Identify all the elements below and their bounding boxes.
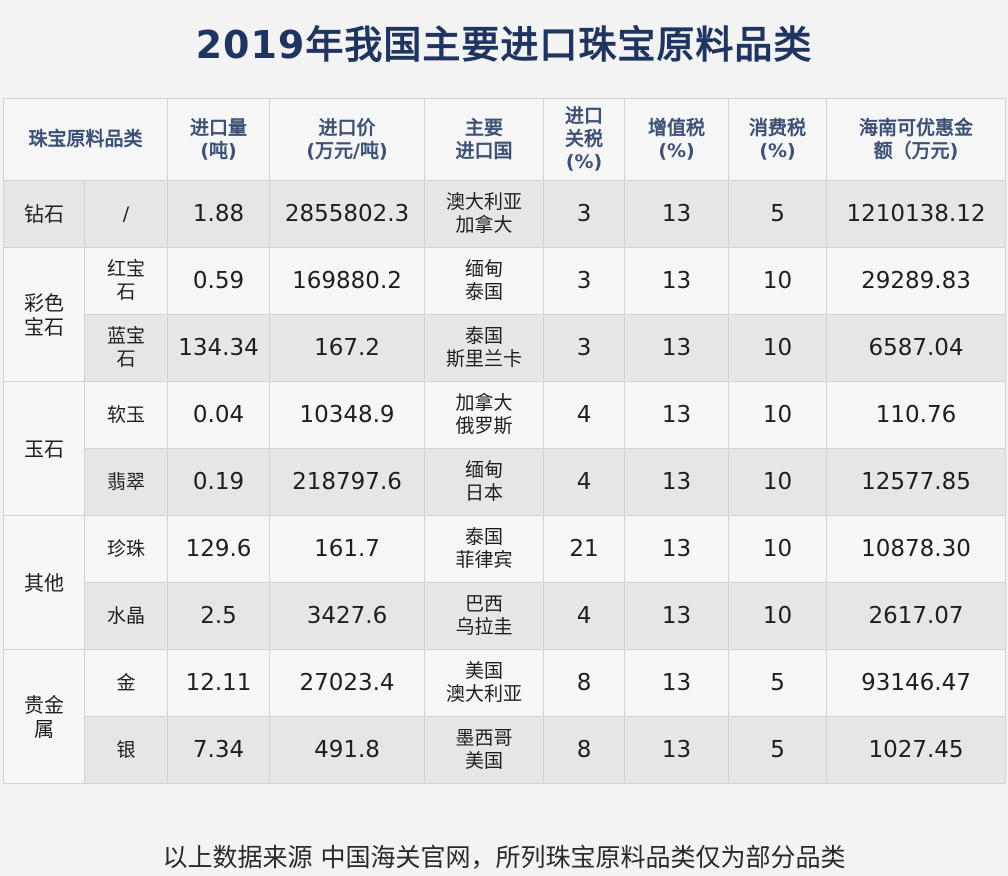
tariff-cell: 21 bbox=[543, 515, 626, 583]
item-cell: 翡翠 bbox=[83, 448, 169, 516]
table-row: 其他 珍珠 129.6 161.7 泰国 菲律宾 21 13 10 10878.… bbox=[3, 515, 1007, 650]
item-cell: 银 bbox=[83, 716, 169, 784]
countries-cell: 美国 澳大利亚 bbox=[424, 649, 545, 717]
consumption-tax-cell: 5 bbox=[728, 649, 828, 717]
hainan-discount-cell: 110.76 bbox=[826, 381, 1007, 449]
header-volume: 进口量 (吨) bbox=[167, 98, 271, 181]
price-cell: 491.8 bbox=[269, 716, 426, 784]
price-cell: 167.2 bbox=[269, 314, 426, 382]
table-row: 钻石 / 1.88 2855802.3 澳大利亚 加拿大 3 13 5 1210… bbox=[3, 180, 1007, 248]
vat-cell: 13 bbox=[624, 649, 730, 717]
countries-cell: 缅甸 泰国 bbox=[424, 247, 545, 315]
category-cell: 玉石 bbox=[3, 381, 85, 516]
vat-cell: 13 bbox=[624, 448, 730, 516]
hainan-discount-cell: 1210138.12 bbox=[826, 180, 1007, 248]
tariff-cell: 3 bbox=[543, 247, 626, 315]
header-price: 进口价 (万元/吨) bbox=[269, 98, 426, 181]
price-cell: 218797.6 bbox=[269, 448, 426, 516]
countries-cell: 泰国 菲律宾 bbox=[424, 515, 545, 583]
item-cell: 软玉 bbox=[83, 381, 169, 449]
table-row: 银 7.34 491.8 墨西哥 美国 8 13 5 1027.45 bbox=[4, 716, 1007, 784]
hainan-discount-cell: 6587.04 bbox=[826, 314, 1007, 382]
hainan-discount-cell: 10878.30 bbox=[826, 515, 1007, 583]
countries-cell: 泰国 斯里兰卡 bbox=[424, 314, 545, 382]
volume-cell: 0.04 bbox=[167, 381, 271, 449]
volume-cell: 129.6 bbox=[167, 515, 271, 583]
vat-cell: 13 bbox=[624, 247, 730, 315]
volume-cell: 0.59 bbox=[167, 247, 271, 315]
tariff-cell: 4 bbox=[543, 582, 626, 650]
category-cell: 贵金 属 bbox=[3, 649, 85, 784]
countries-cell: 巴西 乌拉圭 bbox=[424, 582, 545, 650]
volume-cell: 2.5 bbox=[167, 582, 271, 650]
countries-cell: 缅甸 日本 bbox=[424, 448, 545, 516]
item-cell: 珍珠 bbox=[83, 515, 169, 583]
hainan-discount-cell: 2617.07 bbox=[826, 582, 1007, 650]
volume-cell: 0.19 bbox=[167, 448, 271, 516]
category-cell: 彩色 宝石 bbox=[3, 247, 85, 382]
tariff-cell: 4 bbox=[543, 381, 626, 449]
tariff-cell: 8 bbox=[543, 716, 626, 784]
table-row: 玉石 软玉 0.04 10348.9 加拿大 俄罗斯 4 13 10 110.7… bbox=[3, 381, 1007, 516]
price-cell: 27023.4 bbox=[269, 649, 426, 717]
vat-cell: 13 bbox=[624, 314, 730, 382]
vat-cell: 13 bbox=[624, 180, 730, 248]
table-row: 翡翠 0.19 218797.6 缅甸 日本 4 13 10 12577.85 bbox=[4, 448, 1007, 516]
header-vat: 增值税 (%) bbox=[624, 98, 730, 181]
header-row: 珠宝原料品类 进口量 (吨) 进口价 (万元/吨) 主要 进口国 进口 关税 (… bbox=[2, 98, 1007, 181]
table-row: 水晶 2.5 3427.6 巴西 乌拉圭 4 13 10 2617.07 bbox=[4, 582, 1007, 650]
header-category: 珠宝原料品类 bbox=[2, 98, 169, 181]
source-note: 以上数据来源 中国海关官网，所列珠宝原料品类仅为部分品类 bbox=[162, 843, 846, 872]
consumption-tax-cell: 5 bbox=[728, 716, 828, 784]
consumption-tax-cell: 10 bbox=[728, 381, 828, 449]
consumption-tax-cell: 10 bbox=[728, 247, 828, 315]
table-row: 彩色 宝石 红宝 石 0.59 169880.2 缅甸 泰国 3 13 10 2… bbox=[3, 247, 1007, 382]
tariff-cell: 3 bbox=[543, 314, 626, 382]
page-title: 2019年我国主要进口珠宝原料品类 bbox=[195, 23, 813, 67]
volume-cell: 134.34 bbox=[167, 314, 271, 382]
header-tariff: 进口 关税 (%) bbox=[543, 98, 626, 181]
price-cell: 2855802.3 bbox=[269, 180, 426, 248]
tariff-cell: 8 bbox=[543, 649, 626, 717]
price-cell: 169880.2 bbox=[269, 247, 426, 315]
consumption-tax-cell: 10 bbox=[728, 582, 828, 650]
table-row: 贵金 属 金 12.11 27023.4 美国 澳大利亚 8 13 5 9314… bbox=[3, 649, 1007, 784]
countries-cell: 墨西哥 美国 bbox=[424, 716, 545, 784]
vat-cell: 13 bbox=[624, 716, 730, 784]
header-countries: 主要 进口国 bbox=[424, 98, 545, 181]
vat-cell: 13 bbox=[624, 381, 730, 449]
consumption-tax-cell: 5 bbox=[728, 180, 828, 248]
vat-cell: 13 bbox=[624, 515, 730, 583]
countries-cell: 加拿大 俄罗斯 bbox=[424, 381, 545, 449]
item-cell: 水晶 bbox=[83, 582, 169, 650]
price-cell: 10348.9 bbox=[269, 381, 426, 449]
table-row: 蓝宝 石 134.34 167.2 泰国 斯里兰卡 3 13 10 6587.0… bbox=[4, 314, 1007, 382]
hainan-discount-cell: 93146.47 bbox=[826, 649, 1007, 717]
consumption-tax-cell: 10 bbox=[728, 515, 828, 583]
item-cell: 红宝 石 bbox=[83, 247, 169, 315]
category-cell: 其他 bbox=[3, 515, 85, 650]
countries-cell: 澳大利亚 加拿大 bbox=[424, 180, 545, 248]
tariff-cell: 4 bbox=[543, 448, 626, 516]
header-consumption-tax: 消费税 (%) bbox=[728, 98, 828, 181]
item-cell: 蓝宝 石 bbox=[83, 314, 169, 382]
hainan-discount-cell: 29289.83 bbox=[826, 247, 1007, 315]
tariff-cell: 3 bbox=[543, 180, 626, 248]
hainan-discount-cell: 12577.85 bbox=[826, 448, 1007, 516]
price-cell: 3427.6 bbox=[269, 582, 426, 650]
volume-cell: 12.11 bbox=[167, 649, 271, 717]
hainan-discount-cell: 1027.45 bbox=[826, 716, 1007, 784]
category-cell: 钻石 bbox=[3, 180, 85, 248]
header-hainan-discount: 海南可优惠金 额（万元) bbox=[826, 98, 1007, 181]
volume-cell: 7.34 bbox=[167, 716, 271, 784]
consumption-tax-cell: 10 bbox=[728, 448, 828, 516]
jewelry-import-table: 珠宝原料品类 进口量 (吨) 进口价 (万元/吨) 主要 进口国 进口 关税 (… bbox=[2, 98, 1007, 784]
price-cell: 161.7 bbox=[269, 515, 426, 583]
item-cell: 金 bbox=[83, 649, 169, 717]
consumption-tax-cell: 10 bbox=[728, 314, 828, 382]
volume-cell: 1.88 bbox=[167, 180, 271, 248]
vat-cell: 13 bbox=[624, 582, 730, 650]
item-cell: / bbox=[83, 180, 169, 248]
